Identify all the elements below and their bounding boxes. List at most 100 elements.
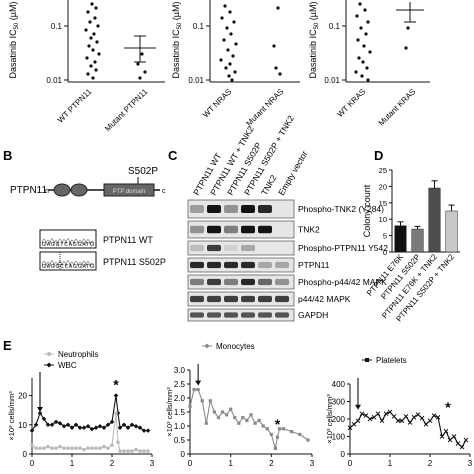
series-marker xyxy=(439,434,445,439)
series-marker xyxy=(102,444,106,449)
blot-band xyxy=(224,312,238,318)
y-tick-label: 2.0 xyxy=(174,394,186,403)
panel-a-plot-1: 0.1 0.01 Dasatinib IC50 (µM) WT PTPN11 M… xyxy=(8,0,165,133)
x-tick-label: 2 xyxy=(269,459,274,468)
scatter-dot xyxy=(359,26,363,30)
series-marker xyxy=(419,415,425,421)
scatter-dot xyxy=(93,60,97,64)
panel-a-plot-3: 0.1 0.01 Dasatinib IC50 (µM) WT KRAS Mut… xyxy=(308,0,430,128)
series-marker xyxy=(196,388,200,392)
y-tick-label: 1.5 xyxy=(174,408,186,417)
series-marker xyxy=(138,449,142,453)
series-marker xyxy=(451,434,457,439)
scatter-dot xyxy=(355,14,359,18)
panel-a-plot-2: 0.1 0.01 Dasatinib IC50 (µM) WT NRAS Mut… xyxy=(171,0,300,128)
scatter-dot xyxy=(89,36,93,40)
tick-label: 0.1 xyxy=(51,22,63,31)
series-marker xyxy=(141,428,147,433)
scatter-dot xyxy=(95,40,99,44)
arrow-head-icon xyxy=(355,404,361,410)
scatter-dot xyxy=(136,62,140,66)
blot-band xyxy=(190,205,204,213)
y-tick-label: 5 xyxy=(383,232,387,241)
significance-asterisk: * xyxy=(445,399,451,415)
y-axis-label-sub: 50 xyxy=(177,22,183,29)
gene-label: PTPN11 xyxy=(10,185,47,196)
scatter-dots xyxy=(354,2,410,82)
blot-band xyxy=(275,295,289,303)
panel-letter: C xyxy=(168,148,178,163)
blot-band xyxy=(190,278,204,286)
blot-label: GAPDH xyxy=(298,310,328,320)
x-category-label: WT KRAS xyxy=(335,87,367,119)
y-tick-label: 0 xyxy=(341,450,346,459)
scatter-dot xyxy=(406,26,410,30)
x-category-label: Mutant NRAS xyxy=(244,87,285,128)
series-marker xyxy=(118,449,122,453)
scatter-dot xyxy=(89,64,93,68)
scatter-dot xyxy=(140,52,144,56)
chromatogram-trace xyxy=(41,260,95,268)
series-marker xyxy=(261,424,265,428)
series-marker xyxy=(443,428,449,434)
blot-band xyxy=(190,261,204,269)
series-marker xyxy=(395,418,401,424)
scatter-dot xyxy=(94,68,98,72)
scatter-dot xyxy=(223,4,227,8)
series-marker xyxy=(277,427,282,431)
series-marker xyxy=(275,435,280,439)
blot-band xyxy=(190,312,204,318)
y-tick-label: 300 xyxy=(332,398,346,407)
series-marker xyxy=(415,412,421,417)
scatter-dot xyxy=(85,56,89,60)
line-chart-1: 0 10 20 0 1 2 3 ×10³ cells/mm³ Neutrophils WBC * xyxy=(7,350,155,468)
y-axis-label-unit: (µM) xyxy=(171,2,181,23)
scatter-dot xyxy=(365,66,369,70)
legend-marker xyxy=(47,352,51,356)
series-marker xyxy=(463,437,469,443)
y-axis-label: ×10³ cells/mm³ xyxy=(325,394,334,444)
blot-band xyxy=(224,225,238,234)
series-marker xyxy=(82,447,86,452)
series-marker xyxy=(42,446,46,450)
series-marker xyxy=(367,416,373,422)
scatter-dot xyxy=(96,24,100,28)
sh2-domain xyxy=(70,183,88,197)
arrow-head-icon xyxy=(37,407,43,412)
scatter-dot xyxy=(361,60,365,64)
series-marker xyxy=(93,425,99,430)
blot-band xyxy=(224,295,238,303)
series-marker xyxy=(41,416,47,422)
series-line xyxy=(31,413,148,452)
blot-band xyxy=(190,244,204,252)
scatter-dot xyxy=(94,6,98,10)
series-marker xyxy=(30,443,34,448)
legend-marker xyxy=(365,358,369,362)
y-axis-label-main: Dasatinib IC xyxy=(308,29,318,79)
series-marker xyxy=(359,411,365,417)
legend-marker xyxy=(204,343,210,349)
scatter-dot xyxy=(366,78,370,82)
scatter-dot xyxy=(220,16,224,20)
scatter-dot xyxy=(143,70,147,74)
scatter-dot xyxy=(233,70,237,74)
y-tick-label: 10 xyxy=(379,215,387,224)
series-marker xyxy=(62,446,66,450)
y-tick-label: 0.5 xyxy=(174,436,186,445)
scatter-dot xyxy=(86,72,90,76)
y-axis-label-sub: 50 xyxy=(314,22,320,29)
series-marker xyxy=(114,411,118,415)
series-marker xyxy=(411,414,417,420)
series-marker xyxy=(447,437,453,443)
scatter-dot xyxy=(274,66,278,70)
y-tick-label: 1.0 xyxy=(174,422,186,431)
scatter-dot xyxy=(354,70,358,74)
blot-label: Phospho-PTPN11 Y542 xyxy=(298,243,388,253)
scatter-dot xyxy=(91,76,95,80)
x-tick-label: 3 xyxy=(310,459,315,468)
y-axis-label: Dasatinib IC50 (µM) xyxy=(308,2,320,79)
blot-band xyxy=(207,205,221,213)
